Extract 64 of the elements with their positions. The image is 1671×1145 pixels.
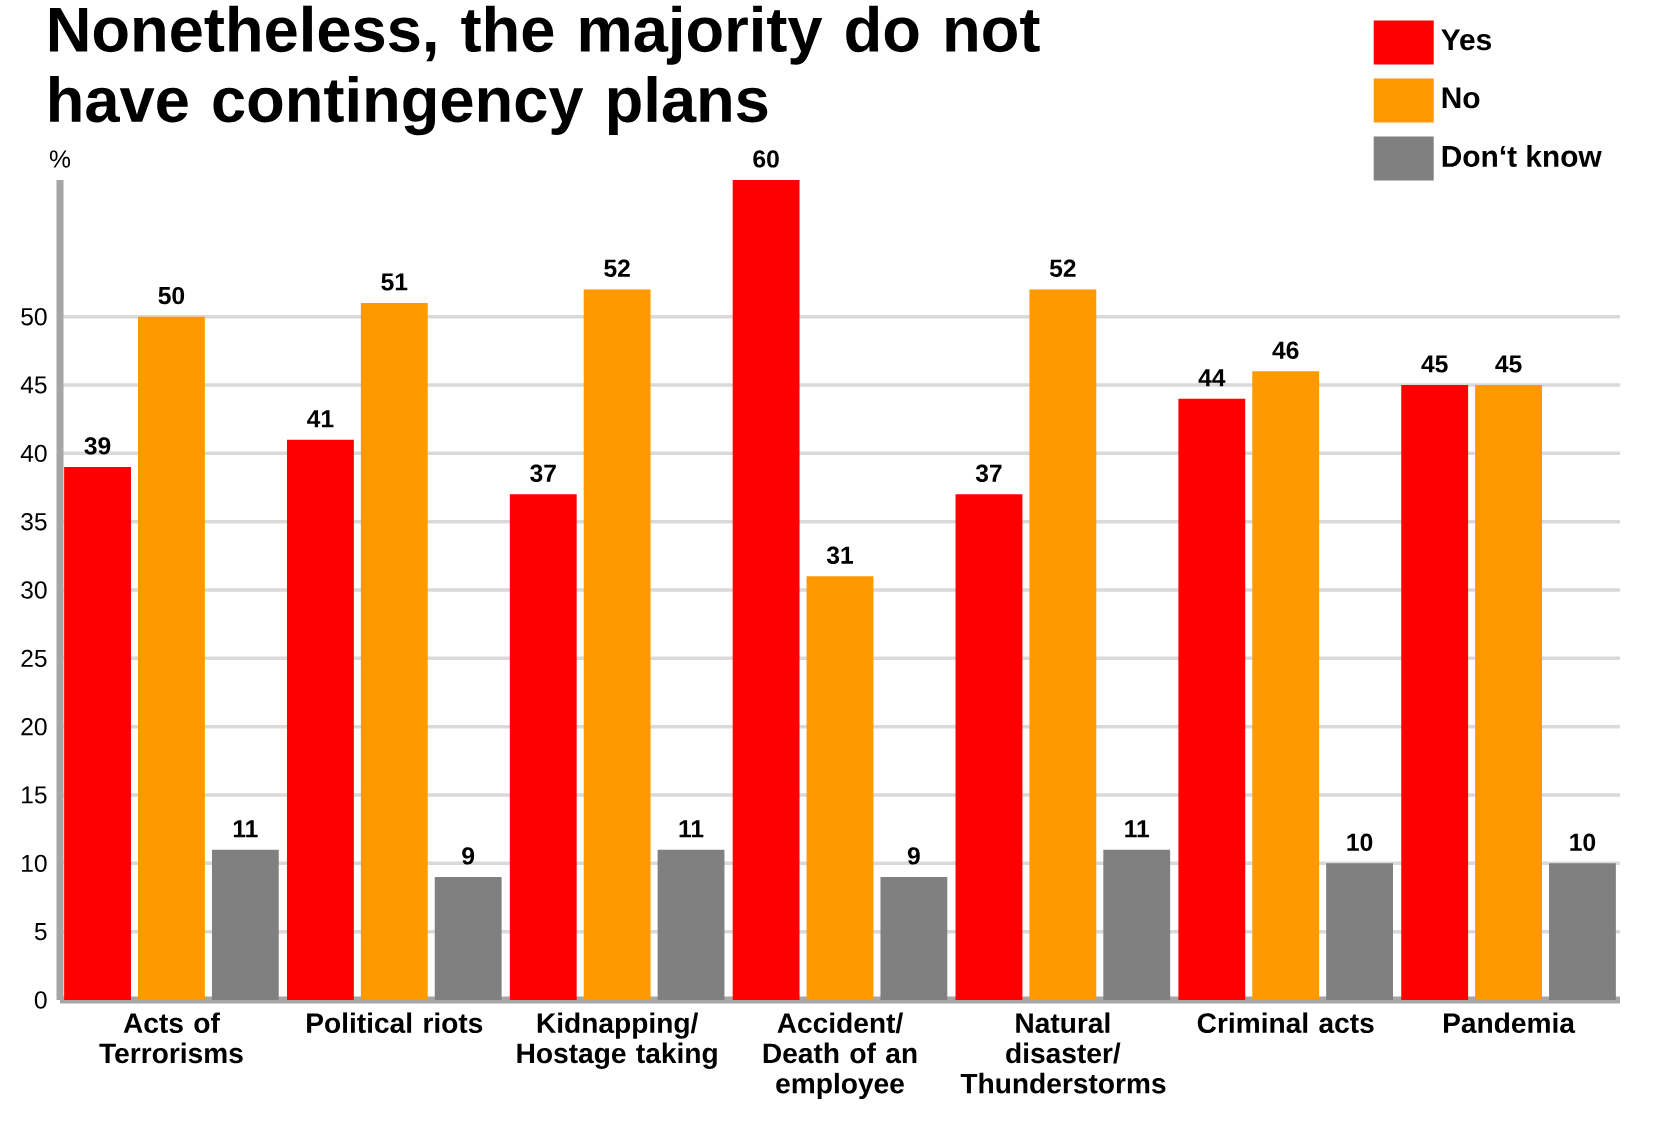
- y-tick-label: 20: [21, 718, 47, 736]
- data-label: 10: [1570, 833, 1596, 851]
- data-label: 52: [1049, 259, 1076, 277]
- data-label: 10: [1347, 833, 1373, 851]
- x-tick-label: Political riots: [307, 1012, 483, 1034]
- x-tick-label: Kidnapping/ Hostage taking: [517, 1012, 717, 1069]
- data-label: 50: [158, 286, 185, 305]
- y-tick-label: 5: [34, 923, 47, 941]
- data-label: 51: [381, 273, 408, 291]
- chart-title: Nonetheless, the majority do not have contingency plans: [49, 5, 1040, 136]
- bar: [286, 439, 354, 1001]
- data-label: 37: [975, 464, 1002, 482]
- data-label: 39: [84, 437, 111, 455]
- bar: [1103, 849, 1171, 1001]
- bar: [880, 877, 948, 1001]
- data-label: 45: [1421, 355, 1448, 373]
- bar: [211, 849, 279, 1001]
- bar: [1549, 863, 1616, 1001]
- data-label: 9: [462, 847, 475, 865]
- bar: [434, 877, 502, 1001]
- y-tick-label: 45: [20, 376, 47, 394]
- y-tick-label: 25: [21, 649, 47, 668]
- data-label: 60: [753, 150, 779, 168]
- y-axis-title: %: [49, 150, 71, 168]
- bar: [1475, 385, 1542, 1001]
- x-tick-label: Criminal acts: [1197, 1012, 1374, 1034]
- x-tick-label: Accident/ Death of an employee: [763, 1012, 917, 1100]
- x-tick-label: Pandemia: [1444, 1012, 1576, 1034]
- bar: [732, 180, 800, 1001]
- legend-label: No: [1442, 87, 1480, 109]
- bar: [806, 576, 874, 1001]
- x-tick-label: Acts of Terrorisms: [99, 1012, 243, 1064]
- data-label: 41: [307, 410, 334, 428]
- bar: [509, 494, 577, 1001]
- bar: [360, 303, 428, 1001]
- bar: [657, 849, 725, 1001]
- data-label: 31: [826, 546, 853, 564]
- bar: [1252, 371, 1320, 1001]
- legend-label: Yes: [1441, 29, 1492, 51]
- data-label: 11: [1125, 820, 1150, 838]
- data-label: 9: [907, 847, 920, 865]
- bar: [955, 494, 1023, 1001]
- y-tick-label: 10: [22, 854, 47, 873]
- bar: [583, 289, 651, 1001]
- data-label: 44: [1198, 369, 1226, 387]
- bar: [1326, 863, 1394, 1001]
- bar: [1401, 385, 1469, 1001]
- bar: [138, 316, 205, 1001]
- y-tick-label: 40: [20, 444, 47, 463]
- data-label: 45: [1495, 355, 1522, 373]
- y-tick-label: 35: [21, 513, 47, 531]
- data-label: 11: [233, 820, 258, 838]
- y-tick-label: 50: [21, 308, 47, 326]
- data-label: 46: [1272, 341, 1299, 359]
- y-tick-label: 15: [22, 786, 47, 804]
- bar: [1029, 289, 1097, 1001]
- bar: [1178, 398, 1246, 1001]
- y-tick-label: 30: [21, 581, 47, 599]
- data-label: 37: [530, 464, 556, 482]
- x-tick-label: Natural disaster/ Thunderstorms: [960, 1012, 1166, 1094]
- legend-label: Don‘t know: [1442, 145, 1602, 167]
- data-label: 11: [679, 820, 704, 838]
- data-label: 52: [604, 259, 630, 277]
- y-tick-label: 0: [34, 991, 47, 1009]
